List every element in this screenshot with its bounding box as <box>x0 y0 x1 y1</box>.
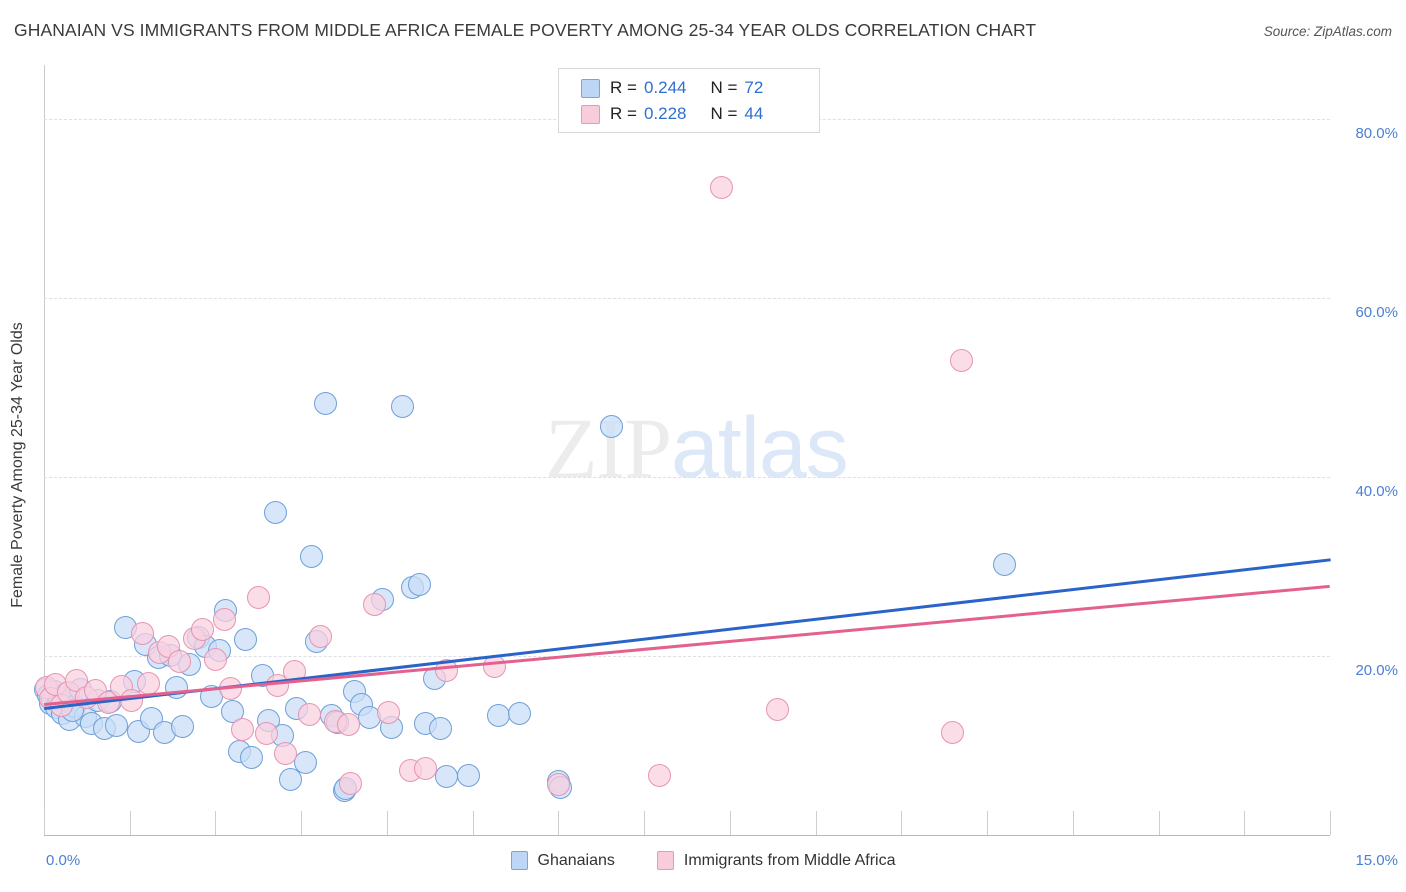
data-point[interactable] <box>456 763 480 787</box>
legend-swatch-pink-icon <box>581 104 600 124</box>
n-value-blue: 72 <box>744 78 764 97</box>
r-value-blue: 0.244 <box>643 78 687 97</box>
data-point[interactable] <box>428 716 452 740</box>
x-axis-tick <box>558 811 560 835</box>
x-axis-line <box>44 835 1330 836</box>
r-label-pink: R = <box>610 104 637 123</box>
data-point[interactable] <box>949 348 973 372</box>
x-axis-tick <box>44 811 45 835</box>
x-axis-tick <box>215 811 217 835</box>
data-point[interactable] <box>941 720 965 744</box>
data-point[interactable] <box>709 176 733 200</box>
data-point[interactable] <box>390 394 414 418</box>
data-point[interactable] <box>167 649 191 673</box>
legend-swatch-blue-icon <box>581 78 600 98</box>
data-point[interactable] <box>246 586 270 610</box>
data-point[interactable] <box>308 624 332 648</box>
correlation-legend: R = 0.244 N = 72 R = 0.228 N = 44 <box>558 68 820 133</box>
data-point[interactable] <box>298 702 322 726</box>
data-point[interactable] <box>203 648 227 671</box>
data-point[interactable] <box>282 659 306 683</box>
data-point[interactable] <box>96 690 120 714</box>
data-point[interactable] <box>336 713 360 737</box>
plot-area <box>34 65 1331 835</box>
x-axis-tick <box>301 811 303 835</box>
data-point[interactable] <box>263 501 287 525</box>
n-label-pink: N = <box>710 104 738 123</box>
data-point[interactable] <box>435 658 459 682</box>
x-axis-tick <box>729 811 731 835</box>
y-axis-tick-label: 60.0% <box>1355 303 1398 321</box>
x-axis-tick <box>815 811 817 835</box>
series-swatch-immigrants-icon <box>656 851 674 870</box>
gridline <box>44 655 1330 657</box>
x-axis-tick <box>987 811 989 835</box>
x-axis-tick <box>644 811 646 835</box>
data-point[interactable] <box>233 628 257 652</box>
data-point[interactable] <box>165 675 189 699</box>
legend-row-immigrants: R = 0.228 N = 44 <box>581 101 819 127</box>
data-point[interactable] <box>486 703 510 727</box>
series-label-ghanaians[interactable]: Ghanaians <box>537 851 615 869</box>
n-label-blue: N = <box>710 78 738 97</box>
data-point[interactable] <box>546 773 570 797</box>
data-point[interactable] <box>239 745 263 769</box>
data-point[interactable] <box>362 592 386 616</box>
r-label-blue: R = <box>610 78 637 97</box>
x-axis-tick <box>1244 811 1246 835</box>
data-point[interactable] <box>191 617 215 641</box>
y-axis-tick-label: 80.0% <box>1355 124 1398 142</box>
data-point[interactable] <box>299 545 323 569</box>
data-point[interactable] <box>119 689 143 713</box>
data-point[interactable] <box>339 771 363 795</box>
data-point[interactable] <box>255 722 279 746</box>
y-axis-line <box>44 65 45 835</box>
data-point[interactable] <box>508 701 532 725</box>
n-value-pink: 44 <box>744 104 764 123</box>
data-point[interactable] <box>377 700 401 724</box>
y-axis-tick-label: 20.0% <box>1355 661 1398 679</box>
data-point[interactable] <box>293 750 317 774</box>
data-point[interactable] <box>408 572 431 596</box>
data-point[interactable] <box>992 553 1016 577</box>
data-point[interactable] <box>414 757 437 781</box>
x-axis-max-label: 15.0% <box>1355 852 1398 869</box>
x-axis-tick <box>901 811 903 835</box>
gridline <box>44 476 1330 478</box>
data-point[interactable] <box>435 765 459 789</box>
data-point[interactable] <box>279 767 303 791</box>
x-axis-tick <box>1158 811 1160 835</box>
source-label: Source: ZipAtlas.com <box>1263 24 1392 39</box>
series-label-immigrants[interactable]: Immigrants from Middle Africa <box>683 851 896 869</box>
y-axis-title: Female Poverty Among 25-34 Year Olds <box>9 322 26 608</box>
gridline <box>44 297 1330 299</box>
x-axis-tick <box>129 811 131 835</box>
page-title: GHANAIAN VS IMMIGRANTS FROM MIDDLE AFRIC… <box>14 20 1037 40</box>
data-point[interactable] <box>131 622 155 646</box>
data-point[interactable] <box>648 764 672 788</box>
series-swatch-ghanaians-icon <box>510 851 528 870</box>
x-axis-tick <box>1330 811 1331 835</box>
data-point[interactable] <box>313 391 337 415</box>
data-point[interactable] <box>212 607 236 631</box>
x-axis-tick <box>472 811 474 835</box>
data-point[interactable] <box>600 415 624 439</box>
data-point[interactable] <box>265 673 289 697</box>
series-legend: Ghanaians Immigrants from Middle Africa <box>0 851 1406 870</box>
r-value-pink: 0.228 <box>643 104 687 123</box>
data-point[interactable] <box>231 717 255 741</box>
legend-row-ghanaians: R = 0.244 N = 72 <box>581 75 819 101</box>
x-axis-min-label: 0.0% <box>46 852 81 869</box>
y-axis-tick-label: 40.0% <box>1355 482 1398 500</box>
data-point[interactable] <box>482 655 506 679</box>
data-point[interactable] <box>137 672 161 696</box>
data-point[interactable] <box>219 676 243 700</box>
x-axis-tick <box>386 811 388 835</box>
data-point[interactable] <box>105 714 129 738</box>
data-point[interactable] <box>274 742 298 766</box>
x-axis-tick <box>1072 811 1074 835</box>
data-point[interactable] <box>171 715 195 739</box>
data-point[interactable] <box>765 698 789 722</box>
